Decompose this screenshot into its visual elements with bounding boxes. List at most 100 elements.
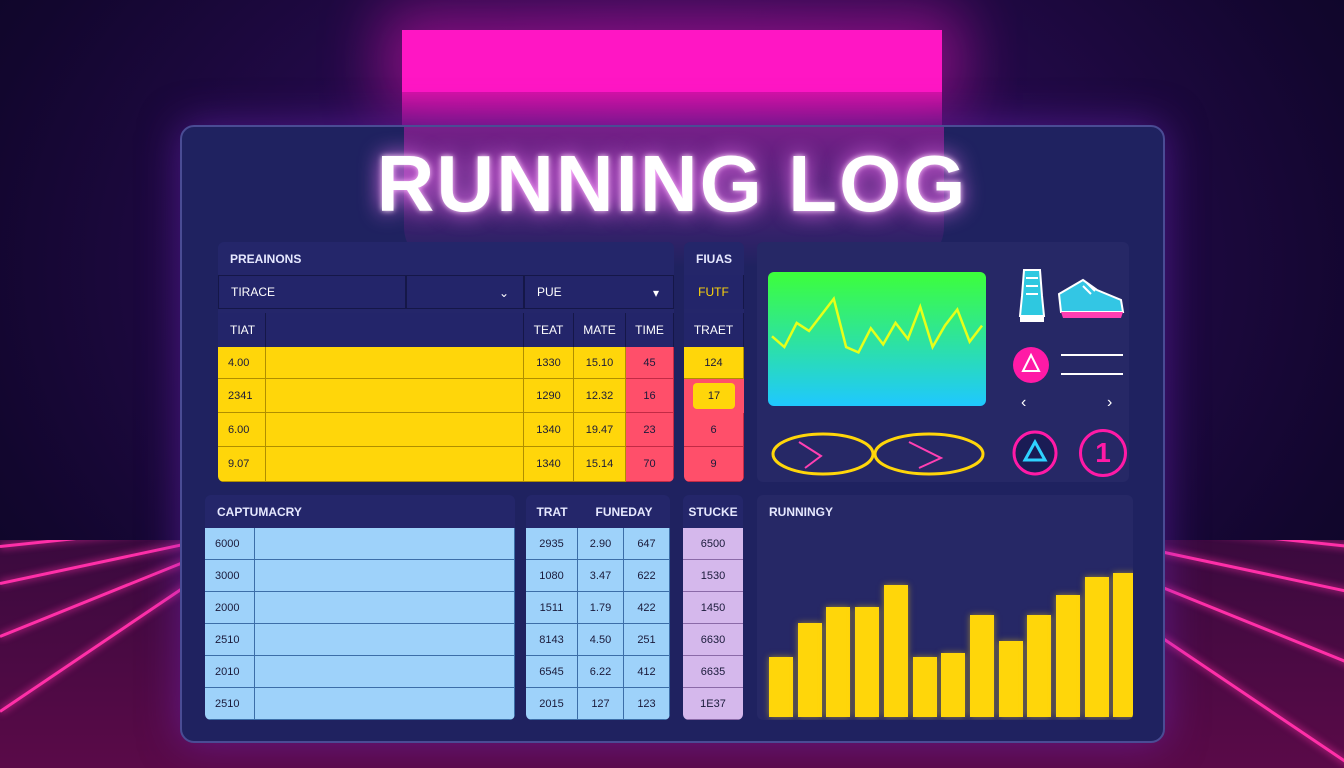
progress-line-1 <box>1061 354 1123 356</box>
chevron-down-icon: ⌄ <box>498 286 509 300</box>
number-badge-label: 1 <box>1095 437 1111 468</box>
table-cell: 2510 <box>205 688 255 720</box>
table-cell: 6500 <box>683 528 743 560</box>
stucke-panel: STUCKE 6500 1530 1450 6630 6635 1E37 <box>683 495 743 720</box>
table-cell: 1530 <box>683 560 743 592</box>
table-cell: 2341 <box>218 379 266 413</box>
table-cell: 2010 <box>205 656 255 688</box>
table-cell: 9.07 <box>218 447 266 482</box>
running-bar[interactable] <box>912 657 937 717</box>
table-cell: 1340 <box>524 447 574 482</box>
chevron-right-icon[interactable]: › <box>1107 394 1113 411</box>
table-cell <box>266 413 524 447</box>
pace-select-value: PUE <box>537 285 562 299</box>
column-header-time[interactable]: TIME <box>626 313 674 347</box>
running-bar[interactable] <box>826 607 851 717</box>
caret-down-icon: ▾ <box>652 286 659 300</box>
table-cell: 1290 <box>524 379 574 413</box>
table-cell: 1330 <box>524 347 574 379</box>
table-cell: 422 <box>624 592 670 624</box>
table-cell: 6635 <box>683 656 743 688</box>
running-bar[interactable] <box>1113 573 1133 717</box>
column-header-teat[interactable]: TEAT <box>524 313 574 347</box>
table-cell: 123 <box>624 688 670 720</box>
table-cell: 1340 <box>524 413 574 447</box>
table-cell: 9 <box>684 447 744 482</box>
running-header: RUNNINGY <box>769 505 834 519</box>
table-cell <box>266 447 524 482</box>
neon-sign <box>402 30 942 92</box>
table-cell: 1.79 <box>578 592 624 624</box>
sneaker-side-icon[interactable] <box>1055 272 1127 324</box>
table-cell: 3.47 <box>578 560 624 592</box>
running-chart-panel: RUNNINGY <box>757 495 1133 720</box>
focus-header: FIUAS <box>696 252 732 266</box>
table-cell: 2.90 <box>578 528 624 560</box>
table-cell: 647 <box>624 528 670 560</box>
focus-badge: 17 <box>693 383 735 409</box>
table-cell: 3000 <box>205 560 255 592</box>
running-bar[interactable] <box>855 607 880 717</box>
table-cell: 6000 <box>205 528 255 560</box>
table-cell: 1080 <box>526 560 578 592</box>
table-cell: 1E37 <box>683 688 743 720</box>
stats-widget-panel: ‹ › 1 <box>757 242 1129 482</box>
table-cell: 15.10 <box>574 347 626 379</box>
triangle-button-icon[interactable] <box>1011 429 1059 477</box>
treadmill-panel: TRAT FUNEDAY 2935 2.90 647 1080 3.47 622 1511 1… <box>526 495 670 720</box>
page-title: RUNNING LOG <box>376 139 968 228</box>
chevron-left-icon[interactable]: ‹ <box>1021 394 1027 411</box>
table-cell: 2935 <box>526 528 578 560</box>
table-cell: 70 <box>626 447 674 482</box>
running-bar[interactable] <box>1027 615 1052 717</box>
table-cell <box>266 347 524 379</box>
running-bar[interactable] <box>1084 577 1109 717</box>
table-cell: 6.22 <box>578 656 624 688</box>
column-header-traet[interactable]: TRAET <box>684 313 744 347</box>
sneaker-icon[interactable] <box>1012 266 1052 326</box>
line-chart-background <box>768 272 986 406</box>
table-cell: 4.50 <box>578 624 624 656</box>
table-cell: 19.47 <box>574 413 626 447</box>
table-cell: 2510 <box>205 624 255 656</box>
focus-sub-header[interactable]: FUTF <box>684 275 744 309</box>
pace-line-series <box>771 296 983 355</box>
race-select-value: TIRACE <box>231 285 276 299</box>
table-cell <box>255 688 515 720</box>
table-cell: 1450 <box>683 592 743 624</box>
treadmill-header-funeday: FUNEDAY <box>595 505 653 519</box>
table-cell: 8143 <box>526 624 578 656</box>
table-cell: 4.00 <box>218 347 266 379</box>
table-cell: 17 <box>684 379 744 413</box>
running-bar[interactable] <box>797 623 822 717</box>
running-bar[interactable] <box>769 657 793 717</box>
column-header-mate[interactable]: MATE <box>574 313 626 347</box>
pace-line-chart <box>768 272 986 406</box>
table-cell: 6545 <box>526 656 578 688</box>
table-cell <box>255 592 515 624</box>
race-select[interactable]: TIRACE <box>218 275 406 309</box>
running-bar[interactable] <box>1056 595 1080 717</box>
table-cell: 127 <box>578 688 624 720</box>
summary-header: CAPTUMACRY <box>217 505 302 519</box>
table-cell <box>255 560 515 592</box>
table-cell: 15.14 <box>574 447 626 482</box>
table-cell: 6630 <box>683 624 743 656</box>
race-select-dropdown[interactable]: ⌄ <box>406 275 524 309</box>
pace-select[interactable]: PUE ▾ <box>524 275 674 309</box>
stucke-header: STUCKE <box>688 505 738 519</box>
alert-icon[interactable] <box>1011 345 1051 385</box>
running-bar[interactable] <box>969 615 994 717</box>
running-bar[interactable] <box>941 653 966 717</box>
table-cell: 6.00 <box>218 413 266 447</box>
table-cell: 16 <box>626 379 674 413</box>
number-badge[interactable]: 1 <box>1079 429 1127 477</box>
column-header-tiat[interactable]: TIAT <box>218 313 266 347</box>
table-cell <box>255 624 515 656</box>
running-bar[interactable] <box>998 641 1023 717</box>
table-cell: 12.32 <box>574 379 626 413</box>
preparations-header: PREAINONS <box>230 252 302 266</box>
running-bar[interactable] <box>883 585 908 717</box>
treadmill-header-trat: TRAT <box>536 505 568 519</box>
summary-panel: CAPTUMACRY 6000 3000 2000 2510 2010 2510 <box>205 495 515 720</box>
